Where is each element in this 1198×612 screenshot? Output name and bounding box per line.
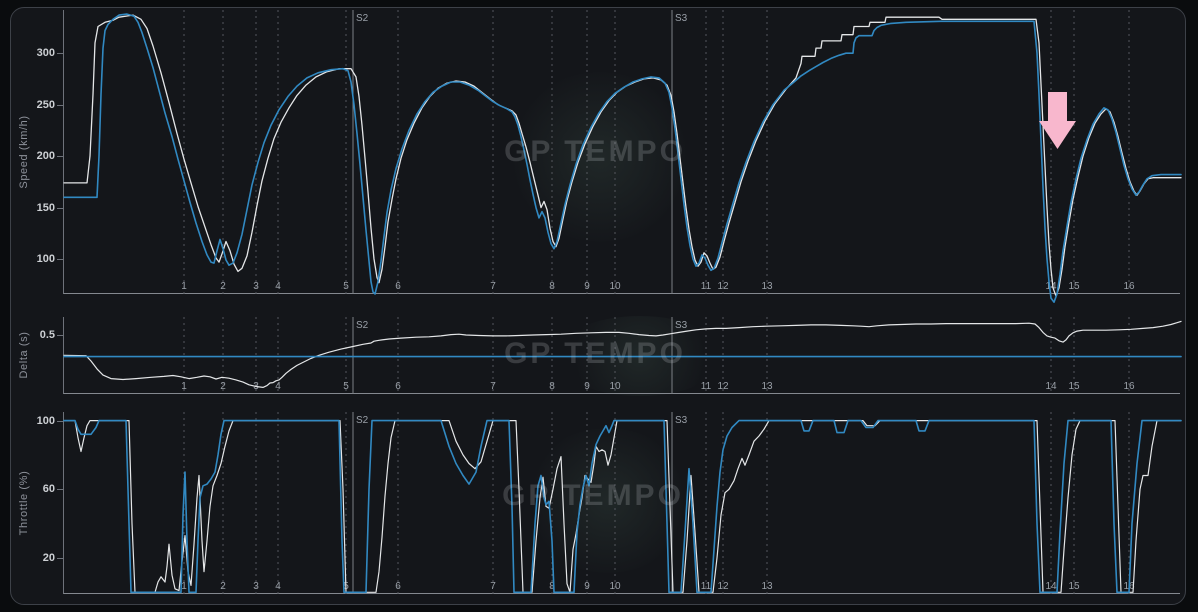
corner-number-label: 15 <box>1068 281 1080 292</box>
corner-number-label: 6 <box>395 581 401 592</box>
sector-label: S3 <box>675 415 688 426</box>
corner-number-label: 1 <box>181 281 187 292</box>
corner-number-label: 5 <box>343 281 349 292</box>
y-tick-mark <box>57 156 63 158</box>
speed-y-tick-label: 250 <box>36 98 55 111</box>
corner-number-label: 7 <box>490 581 496 592</box>
corner-number-label: 2 <box>220 581 226 592</box>
y-tick-mark <box>57 489 63 491</box>
corner-number-label: 8 <box>549 581 555 592</box>
throttle-chart-plot[interactable]: 1 2 3 4 5 6 7 8 9 10 11 12 13 14 15 16 S2 S3 <box>63 412 1182 594</box>
corner-number-label: 10 <box>609 581 621 592</box>
speed-y-tick-label: 300 <box>36 47 55 60</box>
series-white-lap[interactable] <box>63 14 1182 297</box>
telemetry-card <box>10 7 1186 605</box>
corner-number-label: 10 <box>609 381 621 392</box>
sector-label: S2 <box>356 415 369 426</box>
series-blue-lap[interactable] <box>63 13 1182 304</box>
corner-number-label: 3 <box>253 281 259 292</box>
watermark-logo: GP TEMPO <box>504 337 686 370</box>
corner-number-label: 8 <box>549 381 555 392</box>
corner-number-label: 1 <box>181 381 187 392</box>
corner-number-label: 15 <box>1068 581 1080 592</box>
sector-label: S3 <box>675 13 688 24</box>
y-tick-mark <box>57 259 63 260</box>
watermark-glow <box>505 72 695 242</box>
corner-number-label: 10 <box>609 281 621 292</box>
y-tick-mark <box>57 334 63 336</box>
corner-number-label: 2 <box>220 381 226 392</box>
series-white-lap[interactable] <box>63 320 1182 389</box>
throttle-y-tick-label: 60 <box>42 483 55 496</box>
corner-number-label: 13 <box>761 581 773 592</box>
watermark-logo: GP TEMPO <box>502 479 684 512</box>
corner-number-label: 7 <box>490 281 496 292</box>
corner-number-label: 14 <box>1045 381 1057 392</box>
corner-number-label: 15 <box>1068 381 1080 392</box>
y-tick-mark <box>57 207 63 209</box>
corner-number-label: 4 <box>275 381 281 392</box>
y-tick-mark <box>57 557 63 559</box>
corner-number-label: 16 <box>1123 381 1135 392</box>
corner-number-label: 7 <box>490 381 496 392</box>
delta-y-tick-label: 0.5 <box>39 328 55 341</box>
corner-number-label: 9 <box>584 281 590 292</box>
highlight-arrow-icon <box>1039 92 1076 149</box>
watermark-logo: GP TEMPO <box>504 135 686 168</box>
y-tick-mark <box>57 104 63 106</box>
corner-number-label: 8 <box>549 281 555 292</box>
series-white-lap[interactable] <box>63 420 1182 593</box>
throttle-y-tick-label: 20 <box>42 551 55 564</box>
corner-number-label: 13 <box>761 381 773 392</box>
y-tick-mark <box>57 420 63 422</box>
corner-number-label: 4 <box>275 281 281 292</box>
delta-chart-plot[interactable]: 1 2 3 4 5 6 7 8 9 10 11 12 13 14 15 16 S2 S3 <box>63 317 1182 394</box>
speed-y-tick-label: 200 <box>36 150 55 163</box>
corner-number-label: 9 <box>584 381 590 392</box>
speed-chart-plot[interactable]: 1 2 3 4 5 6 7 8 9 10 11 12 13 14 15 16 S2 S3 <box>63 10 1182 304</box>
corner-number-label: 1 <box>181 581 187 592</box>
corner-number-label: 4 <box>275 581 281 592</box>
corner-number-label: 11 <box>701 581 712 592</box>
corner-number-label: 9 <box>584 581 590 592</box>
corner-number-label: 11 <box>701 381 712 392</box>
y-tick-mark <box>57 53 63 55</box>
throttle-y-tick-label: 100 <box>36 414 55 427</box>
corner-number-label: 14 <box>1045 281 1057 292</box>
corner-number-label: 3 <box>253 581 259 592</box>
speed-y-tick-label: 150 <box>36 201 55 214</box>
corner-number-label: 14 <box>1045 581 1057 592</box>
corner-number-label: 11 <box>701 281 712 292</box>
corner-number-label: 16 <box>1123 281 1135 292</box>
speed-y-tick-label: 100 <box>36 253 55 265</box>
corner-number-label: 12 <box>717 381 729 392</box>
sector-label: S2 <box>356 320 369 331</box>
sector-label: S2 <box>356 13 369 24</box>
series-blue-lap[interactable] <box>63 419 1182 594</box>
throttle-axis-title: Throttle (%) <box>18 470 30 536</box>
corner-number-label: 5 <box>343 381 349 392</box>
corner-number-label: 13 <box>761 281 773 292</box>
corner-number-label: 6 <box>395 381 401 392</box>
corner-number-label: 2 <box>220 281 226 292</box>
sector-label: S3 <box>675 320 688 331</box>
corner-number-label: 6 <box>395 281 401 292</box>
corner-number-label: 12 <box>717 581 729 592</box>
corner-number-label: 12 <box>717 281 729 292</box>
